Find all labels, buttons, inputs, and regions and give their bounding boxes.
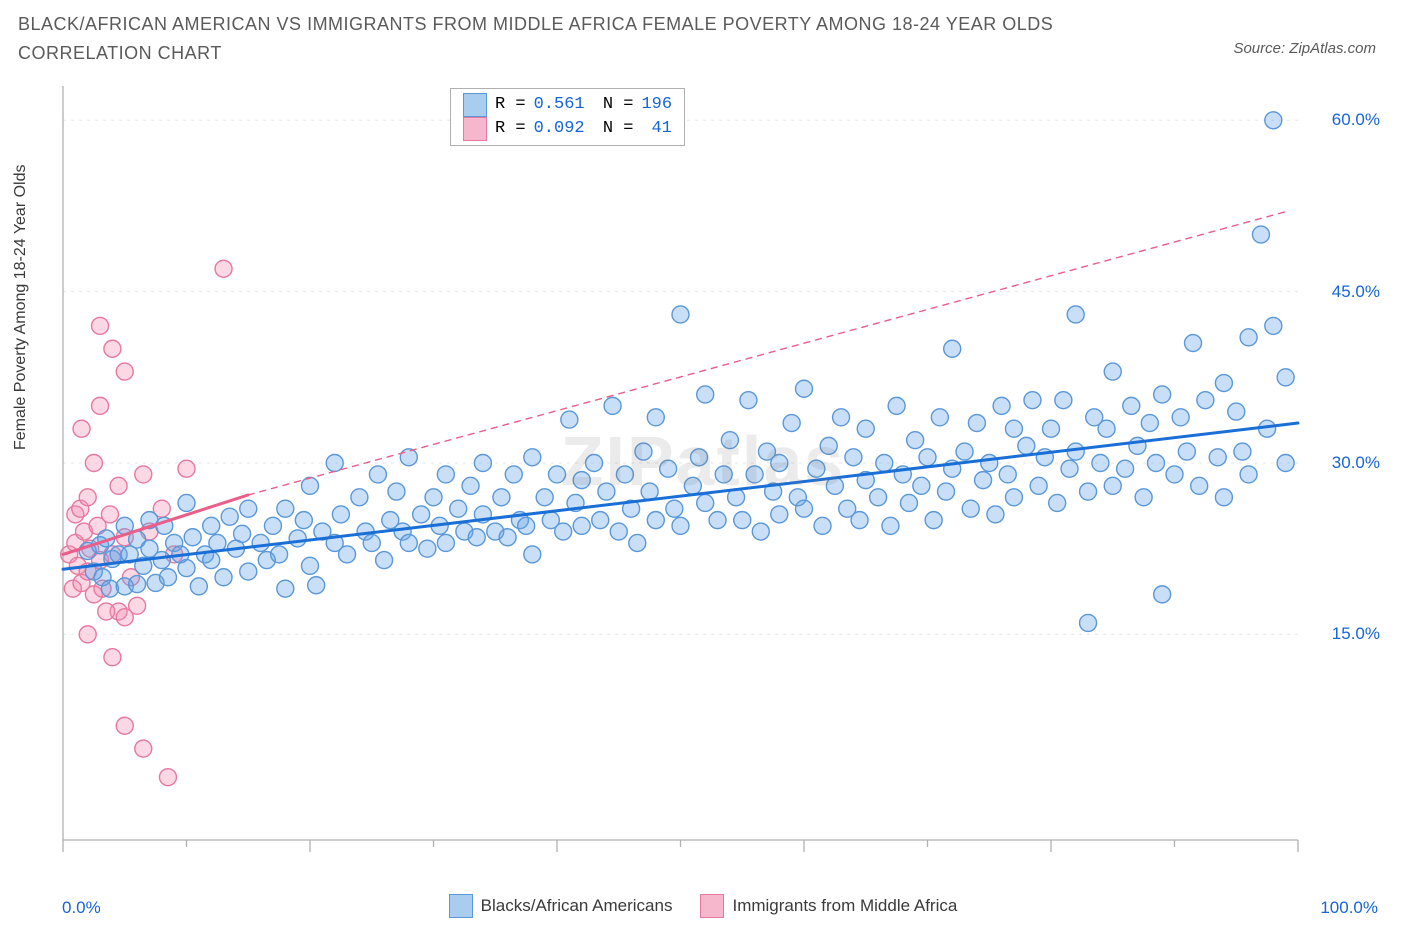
chart-title: BLACK/AFRICAN AMERICAN VS IMMIGRANTS FRO… bbox=[18, 10, 1118, 68]
source-label: Source: ZipAtlas.com bbox=[1233, 40, 1376, 57]
n-label: N = bbox=[593, 117, 634, 141]
y-tick-label: 30.0% bbox=[1332, 453, 1380, 473]
swatch-blue bbox=[463, 93, 487, 117]
legend-label-blue: Blacks/African Americans bbox=[481, 896, 673, 916]
n-value-blue: 196 bbox=[641, 93, 672, 117]
scatter-chart bbox=[58, 80, 1378, 870]
r-label: R = bbox=[495, 93, 526, 117]
legend-item-blue: Blacks/African Americans bbox=[449, 894, 673, 918]
stats-box: R = 0.561 N = 196 R = 0.092 N = 41 bbox=[450, 88, 685, 146]
chart-area bbox=[58, 80, 1378, 870]
n-value-pink: 41 bbox=[641, 117, 671, 141]
stats-row-pink: R = 0.092 N = 41 bbox=[463, 117, 672, 141]
bottom-legend: Blacks/African Americans Immigrants from… bbox=[0, 894, 1406, 918]
legend-label-pink: Immigrants from Middle Africa bbox=[732, 896, 957, 916]
swatch-pink-icon bbox=[700, 894, 724, 918]
stats-row-blue: R = 0.561 N = 196 bbox=[463, 93, 672, 117]
r-value-pink: 0.092 bbox=[534, 117, 585, 141]
y-tick-label: 15.0% bbox=[1332, 624, 1380, 644]
legend-item-pink: Immigrants from Middle Africa bbox=[700, 894, 957, 918]
y-axis-label: Female Poverty Among 18-24 Year Olds bbox=[12, 165, 30, 451]
swatch-blue-icon bbox=[449, 894, 473, 918]
swatch-pink bbox=[463, 117, 487, 141]
r-value-blue: 0.561 bbox=[534, 93, 585, 117]
n-label: N = bbox=[593, 93, 634, 117]
y-tick-label: 60.0% bbox=[1332, 110, 1380, 130]
r-label: R = bbox=[495, 117, 526, 141]
y-tick-label: 45.0% bbox=[1332, 282, 1380, 302]
